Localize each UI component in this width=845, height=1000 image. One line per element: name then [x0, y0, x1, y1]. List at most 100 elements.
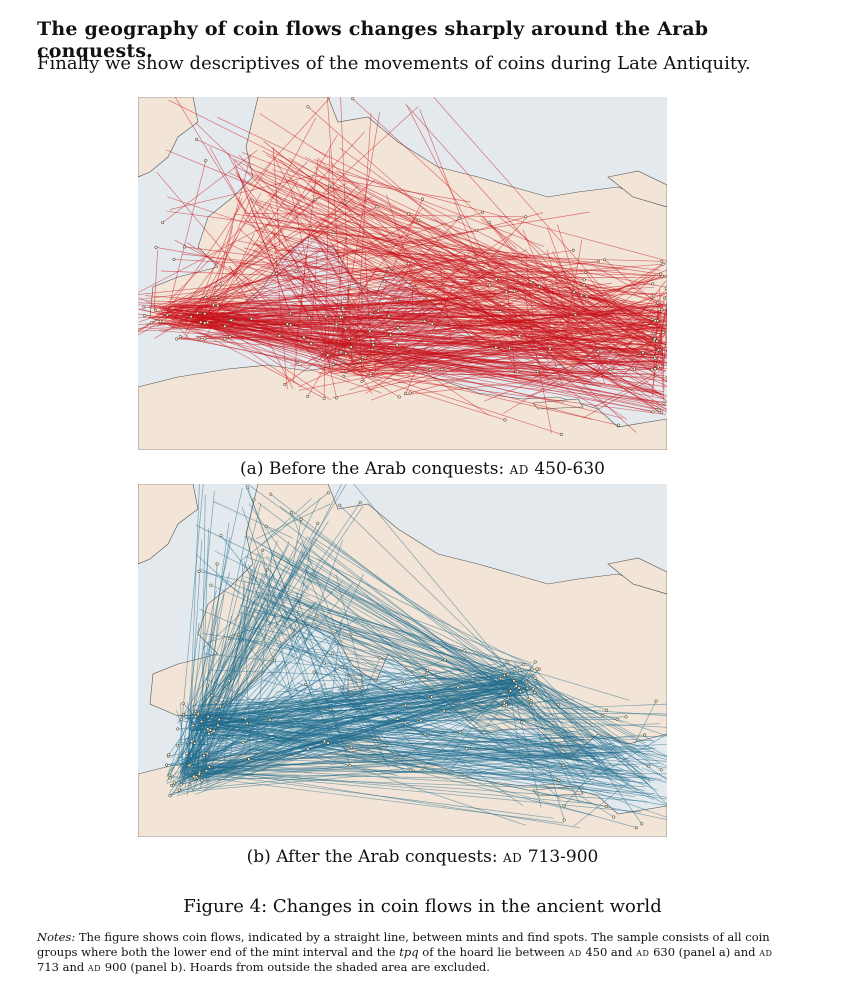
find-spot-dot	[185, 751, 189, 755]
flow-line	[313, 159, 545, 247]
find-spot-dot	[657, 408, 661, 412]
find-spot-dot	[604, 804, 608, 809]
find-spot-dot	[585, 294, 589, 298]
flow-line	[202, 660, 275, 730]
find-spot-dot	[666, 338, 667, 342]
find-spot-dot	[584, 270, 588, 274]
flow-line	[541, 277, 665, 345]
flow-line	[459, 263, 664, 280]
flow-line	[330, 162, 550, 373]
find-spot-dot	[326, 353, 330, 357]
find-spot-dot	[188, 782, 192, 786]
find-spot-dot	[533, 690, 537, 695]
find-spot-dot	[142, 305, 146, 309]
flow-line	[167, 196, 573, 335]
flow-line	[279, 134, 338, 233]
flow-line	[203, 562, 258, 756]
flow-line	[548, 273, 667, 363]
flow-line	[315, 697, 667, 783]
find-spot-dot	[288, 311, 293, 316]
find-spot-dot	[176, 727, 180, 731]
find-spot-dot	[208, 728, 212, 732]
flow-line	[262, 725, 318, 743]
flow-line	[188, 572, 230, 722]
find-spot-dot	[312, 670, 316, 674]
find-spot-dot	[615, 717, 619, 721]
find-spot-dot	[207, 765, 211, 769]
flow-line	[200, 261, 599, 308]
flow-line	[191, 196, 373, 313]
map-before-conquests	[138, 97, 667, 450]
find-spot-dot	[168, 773, 172, 777]
find-spot-dot	[375, 205, 379, 209]
flow-line	[358, 332, 661, 373]
find-spot-dot	[407, 212, 411, 216]
flow-line	[188, 691, 363, 768]
find-spot-dot	[665, 305, 667, 309]
flow-line	[165, 308, 661, 347]
find-spot-dot	[218, 282, 222, 286]
flow-line	[188, 683, 327, 772]
flow-line	[169, 774, 180, 778]
flow-line	[270, 678, 512, 721]
find-spot-dot	[395, 298, 399, 302]
flow-line	[344, 314, 576, 342]
flow-line	[417, 265, 600, 317]
find-spot-dot	[187, 763, 191, 768]
find-spot-dot	[624, 715, 628, 719]
flow-line	[180, 715, 379, 773]
flow-line	[262, 498, 312, 545]
find-spot-dot	[343, 327, 348, 331]
flow-line	[261, 117, 317, 218]
flow-line	[154, 248, 296, 339]
flow-line	[201, 721, 622, 787]
find-spot-dot	[206, 727, 210, 731]
flow-line	[241, 507, 320, 719]
flow-line	[404, 312, 662, 317]
flow-line	[187, 590, 217, 719]
find-spot-dot	[272, 658, 277, 662]
find-spot-dot	[661, 262, 665, 266]
land-shape	[138, 358, 667, 450]
find-spots	[164, 486, 663, 830]
flow-line	[197, 484, 347, 727]
find-spot-dot	[228, 335, 232, 339]
find-spot-dot	[168, 776, 172, 780]
find-spot-dot	[177, 788, 181, 792]
flow-line	[526, 278, 663, 350]
find-spot-dot	[207, 732, 211, 736]
find-spot-dot	[227, 636, 232, 640]
find-spot-dot	[465, 747, 469, 751]
flow-line	[179, 257, 470, 302]
section-heading: The geography of coin flows changes shar…	[37, 18, 709, 62]
find-spot-dot	[395, 717, 400, 721]
flow-line	[176, 306, 667, 316]
find-spot-dot	[533, 676, 537, 680]
find-spot-dot	[215, 562, 219, 566]
map-svg-b	[138, 484, 667, 837]
flow-line	[229, 265, 294, 389]
find-spot-dot	[179, 717, 183, 721]
flow-line	[311, 194, 374, 221]
flow-line	[533, 309, 663, 379]
flow-line	[181, 728, 209, 771]
find-spot-dot	[656, 301, 660, 305]
flow-line	[263, 548, 526, 704]
flow-line	[513, 666, 528, 692]
find-spot-dot	[205, 684, 209, 688]
flow-line	[244, 589, 271, 641]
find-spot-dot	[341, 374, 346, 378]
flow-line	[285, 175, 458, 282]
find-spot-dot	[302, 335, 306, 339]
flow-line	[195, 582, 354, 778]
find-spot-dot	[525, 686, 530, 690]
find-spot-dot	[223, 324, 227, 328]
find-spot-dot	[289, 511, 293, 515]
find-spot-dot	[582, 278, 586, 282]
flow-line	[170, 161, 308, 300]
flow-line	[185, 752, 633, 774]
flow-line	[298, 320, 667, 391]
flow-line	[248, 610, 531, 665]
flow-line	[361, 300, 410, 304]
flow-line	[271, 147, 413, 258]
